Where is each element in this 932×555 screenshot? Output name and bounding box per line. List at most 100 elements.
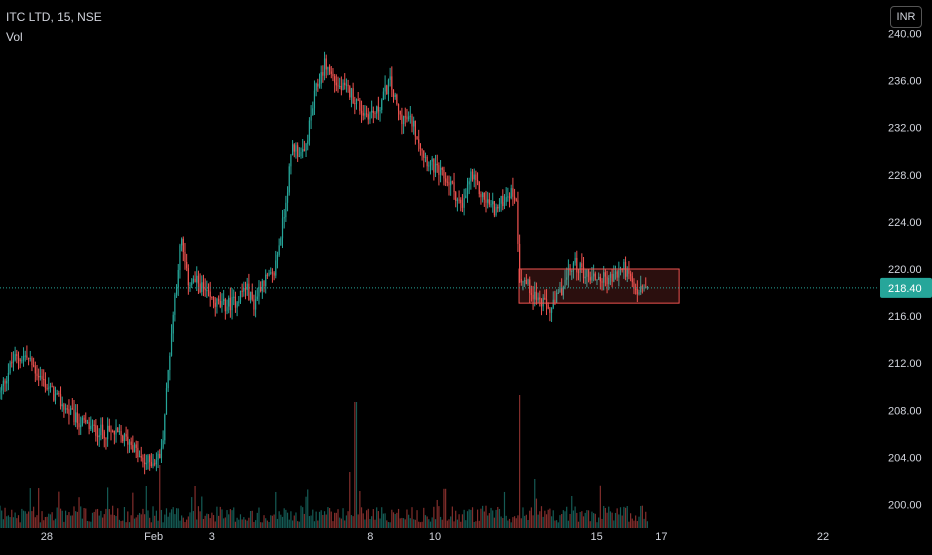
volume-bar [181, 515, 183, 528]
volume-bar [298, 521, 300, 528]
candle-body [27, 357, 30, 359]
candle-body [411, 115, 413, 127]
volume-bar [519, 395, 521, 528]
volume-bar [165, 508, 168, 528]
volume-bar [409, 518, 411, 528]
candle-body [270, 272, 272, 274]
candle-body [290, 155, 292, 167]
candle-body [216, 298, 218, 307]
candle-body [492, 201, 494, 205]
volume-bar [339, 517, 341, 528]
candle-body [253, 299, 255, 310]
candle-body [495, 207, 497, 216]
volume-bar [130, 515, 132, 528]
candle-body [320, 72, 322, 84]
volume-bar [283, 508, 285, 528]
candle-body [633, 282, 635, 289]
candle-body [397, 104, 400, 111]
volume-bar [547, 509, 549, 528]
candle-body [14, 354, 16, 361]
volume-bar [303, 513, 305, 528]
candle-body [61, 404, 63, 407]
candle-body [196, 275, 198, 283]
volume-bar [7, 515, 10, 528]
volume-bar [367, 508, 369, 528]
candle-body [292, 144, 294, 156]
volume-bar [478, 520, 480, 528]
candle-body [328, 66, 331, 72]
volume-bar [507, 520, 509, 528]
volume-bar [144, 514, 146, 528]
candle-body [520, 278, 522, 283]
volume-bar [396, 512, 398, 528]
candle-body [377, 106, 379, 112]
volume-bar [493, 517, 495, 528]
volume-bar [22, 510, 25, 528]
candle-body [529, 279, 531, 294]
candle-body [628, 269, 630, 274]
candle-body [391, 76, 393, 90]
candle-body [567, 268, 569, 278]
candle-body [170, 333, 173, 356]
candle-body [315, 83, 317, 91]
volume-bar [581, 511, 583, 528]
candle-body [154, 463, 156, 465]
candle-body [593, 273, 595, 277]
candle-body [271, 272, 274, 274]
volume-bar [542, 516, 544, 528]
candle-body [382, 91, 385, 100]
candle-body [147, 455, 149, 464]
volume-bar [539, 511, 541, 528]
volume-bar [342, 508, 344, 528]
volume-bar [244, 519, 247, 528]
volume-bar [394, 514, 396, 528]
currency-button[interactable]: INR [890, 6, 922, 28]
candle-body [298, 156, 300, 158]
candle-body [616, 271, 618, 278]
volume-bar [162, 522, 164, 528]
candle-body [127, 436, 129, 445]
volume-bar [150, 522, 152, 528]
volume-bar [98, 515, 100, 528]
volume-bar [258, 507, 260, 528]
x-tick-label: 10 [429, 531, 441, 543]
candle-body [238, 301, 240, 303]
candle-body [140, 456, 142, 458]
volume-bar [315, 511, 317, 528]
candle-body [202, 282, 205, 289]
volume-bar [73, 506, 75, 528]
candle-body [135, 444, 137, 448]
candle-body [31, 358, 33, 366]
volume-bar [187, 516, 189, 528]
candle-body [214, 302, 216, 307]
candle-body [249, 291, 252, 301]
candle-body [204, 288, 206, 291]
candle-body [594, 273, 596, 280]
volume-bar [71, 515, 73, 528]
volume-bar [567, 520, 569, 528]
volume-bar [621, 515, 623, 528]
candle-body [38, 376, 40, 378]
candle-body [310, 115, 312, 121]
volume-bar [371, 516, 373, 528]
candle-body [41, 375, 43, 380]
volume-bar [302, 507, 304, 528]
candle-body [599, 276, 601, 282]
volume-bar [535, 498, 538, 528]
volume-bar [313, 521, 316, 528]
volume-bar [564, 511, 566, 528]
candle-body [429, 161, 432, 166]
volume-bar [115, 516, 117, 528]
volume-bar [593, 513, 595, 528]
volume-bar [194, 486, 196, 528]
volume-bar [603, 505, 605, 528]
candle-body [115, 427, 117, 435]
candle-body [16, 354, 18, 356]
volume-bar [95, 509, 97, 528]
candle-body [95, 425, 97, 436]
y-tick-label: 212.00 [888, 358, 922, 370]
candle-body [138, 456, 141, 458]
candle-body [426, 156, 428, 167]
